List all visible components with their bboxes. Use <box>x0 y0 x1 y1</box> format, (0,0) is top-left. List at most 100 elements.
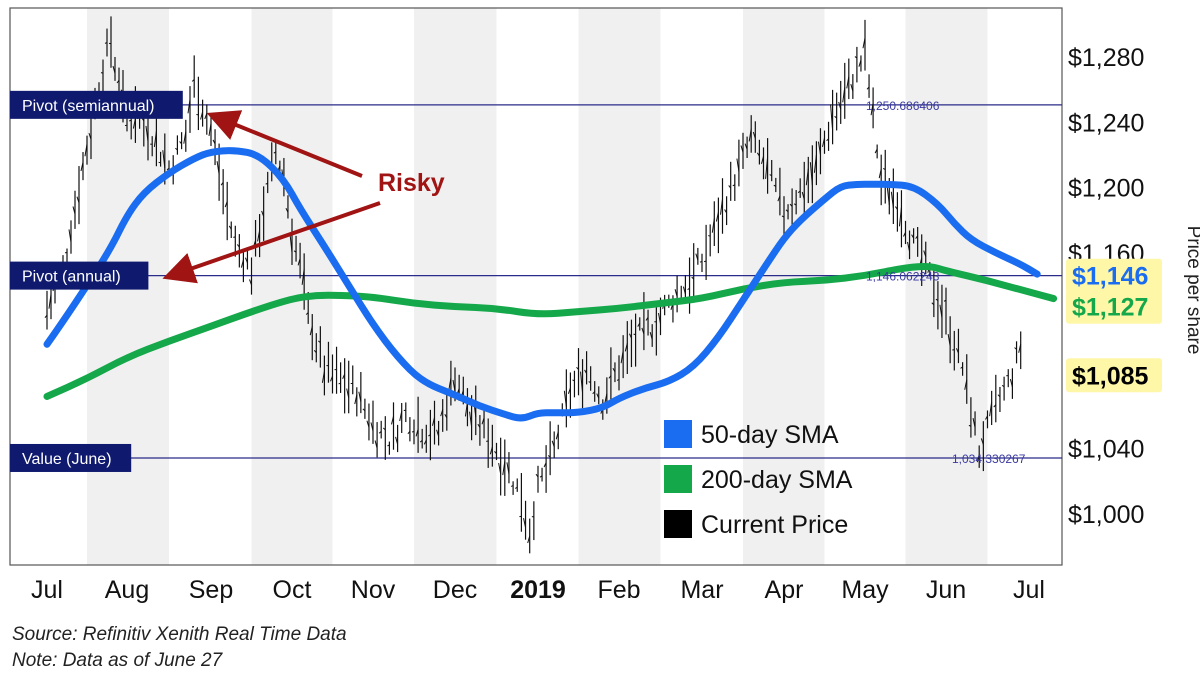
price-bar-tick <box>415 428 419 437</box>
price-bar-tick <box>939 304 943 318</box>
reference-line-value: 1,146.062243 <box>866 270 940 284</box>
price-bar-tick <box>765 156 769 179</box>
price-bar-tick <box>858 59 862 67</box>
price-bar-tick <box>145 125 149 142</box>
x-tick-label: Apr <box>765 576 804 604</box>
price-bar-tick <box>744 143 748 150</box>
price-bar-tick <box>216 161 220 175</box>
price-bar-tick <box>261 210 265 217</box>
price-label-box <box>1066 289 1162 324</box>
price-bar-tick <box>104 42 108 44</box>
price-bar-tick <box>1018 343 1022 353</box>
price-bar-tick <box>244 257 248 263</box>
price-bar-tick <box>801 191 805 200</box>
price-bar-tick <box>645 316 649 321</box>
price-bar-tick <box>976 454 980 463</box>
price-bar-tick <box>968 424 972 427</box>
price-bar-tick <box>236 244 240 248</box>
x-tick-label: May <box>841 576 889 604</box>
price-bar-tick <box>289 233 293 253</box>
price-bar-tick <box>166 167 170 171</box>
month-band <box>578 8 661 565</box>
price-bar-tick <box>911 234 915 239</box>
price-bar-tick <box>588 381 591 384</box>
price-bar-tick <box>502 461 506 476</box>
price-bar-tick <box>878 168 882 179</box>
reference-line-name: Value (June) <box>22 451 112 468</box>
price-bar-tick <box>907 241 911 252</box>
price-bar-tick <box>1009 378 1013 388</box>
price-bar-tick <box>527 535 531 544</box>
price-bar-tick <box>674 289 678 297</box>
price-bar-tick <box>436 429 440 437</box>
price-bar-tick <box>846 76 850 89</box>
price-bar-tick <box>854 56 858 59</box>
price-bar-tick <box>715 212 719 222</box>
legend-label: Current Price <box>701 511 848 539</box>
price-bar-tick <box>584 369 588 374</box>
sma-line <box>43 147 1041 422</box>
price-bar-tick <box>228 225 232 230</box>
y-tick-label: $1,200 <box>1068 175 1144 203</box>
source-note: Source: Refinitiv Xenith Real Time Data <box>12 624 347 645</box>
price-bar-tick <box>576 366 579 370</box>
price-bar-tick <box>419 439 423 443</box>
price-bar-tick <box>76 196 80 204</box>
reference-line-name: Pivot (semiannual) <box>22 98 155 115</box>
x-tick-label: Sep <box>189 576 233 604</box>
price-bar-tick <box>523 517 527 528</box>
price-bar-tick <box>724 209 728 214</box>
price-bar-tick <box>100 72 104 74</box>
price-bar-tick <box>567 387 571 394</box>
price-bar-tick <box>539 475 543 478</box>
price-bar-tick <box>358 391 362 402</box>
price-bar-tick <box>620 350 624 364</box>
price-bar-tick <box>382 427 386 431</box>
price-bar-tick <box>342 373 346 380</box>
price-bar-tick <box>543 462 547 468</box>
price-bar-tick <box>285 207 289 213</box>
price-bar-tick <box>691 276 695 280</box>
price-bar-tick <box>943 299 947 302</box>
price-bar-tick <box>596 393 600 399</box>
risky-annotation: Risky <box>378 169 445 197</box>
price-bar-tick <box>756 152 760 157</box>
price-bar-tick <box>297 258 301 266</box>
price-bar-tick <box>616 379 620 381</box>
price-bar-tick <box>748 128 752 142</box>
price-bar-tick <box>444 413 448 418</box>
price-label-box <box>1066 358 1162 393</box>
risky-arrow-annual <box>162 201 381 284</box>
price-bar-tick <box>1001 384 1005 388</box>
price-bar-tick <box>838 101 842 110</box>
price-bar-tick <box>604 393 608 404</box>
price-bar-tick <box>955 348 959 354</box>
price-bar-tick <box>175 147 178 151</box>
legend-swatch <box>664 510 692 538</box>
reference-line-value: 1,034.330267 <box>952 452 1026 466</box>
price-bar-tick <box>547 455 551 458</box>
price-bar-tick <box>781 215 785 218</box>
price-bar-tick <box>494 450 497 455</box>
price-bar-tick <box>80 162 84 172</box>
price-bar-tick <box>374 440 378 449</box>
reference-line-name: Pivot (annual) <box>22 269 121 286</box>
price-bar-tick <box>752 131 756 139</box>
price-bar-tick <box>309 326 313 336</box>
price-bar-tick <box>510 485 514 487</box>
price-bar-tick <box>890 191 894 209</box>
price-bar-tick <box>980 438 984 445</box>
price-bar-tick <box>923 250 927 257</box>
price-bar-tick <box>477 423 481 428</box>
data-date-note: Note: Data as of June 27 <box>12 650 223 671</box>
price-bar-tick <box>580 371 584 394</box>
price-bar-tick <box>48 294 52 309</box>
x-tick-label: Nov <box>351 576 396 604</box>
price-bar-tick <box>805 168 809 186</box>
price-bar-tick <box>809 162 813 186</box>
price-bar-tick <box>687 287 690 291</box>
price-bar-tick <box>649 331 653 340</box>
price-bar-tick <box>997 394 1001 398</box>
price-bar-tick <box>387 444 390 447</box>
price-bar-tick <box>204 113 208 120</box>
